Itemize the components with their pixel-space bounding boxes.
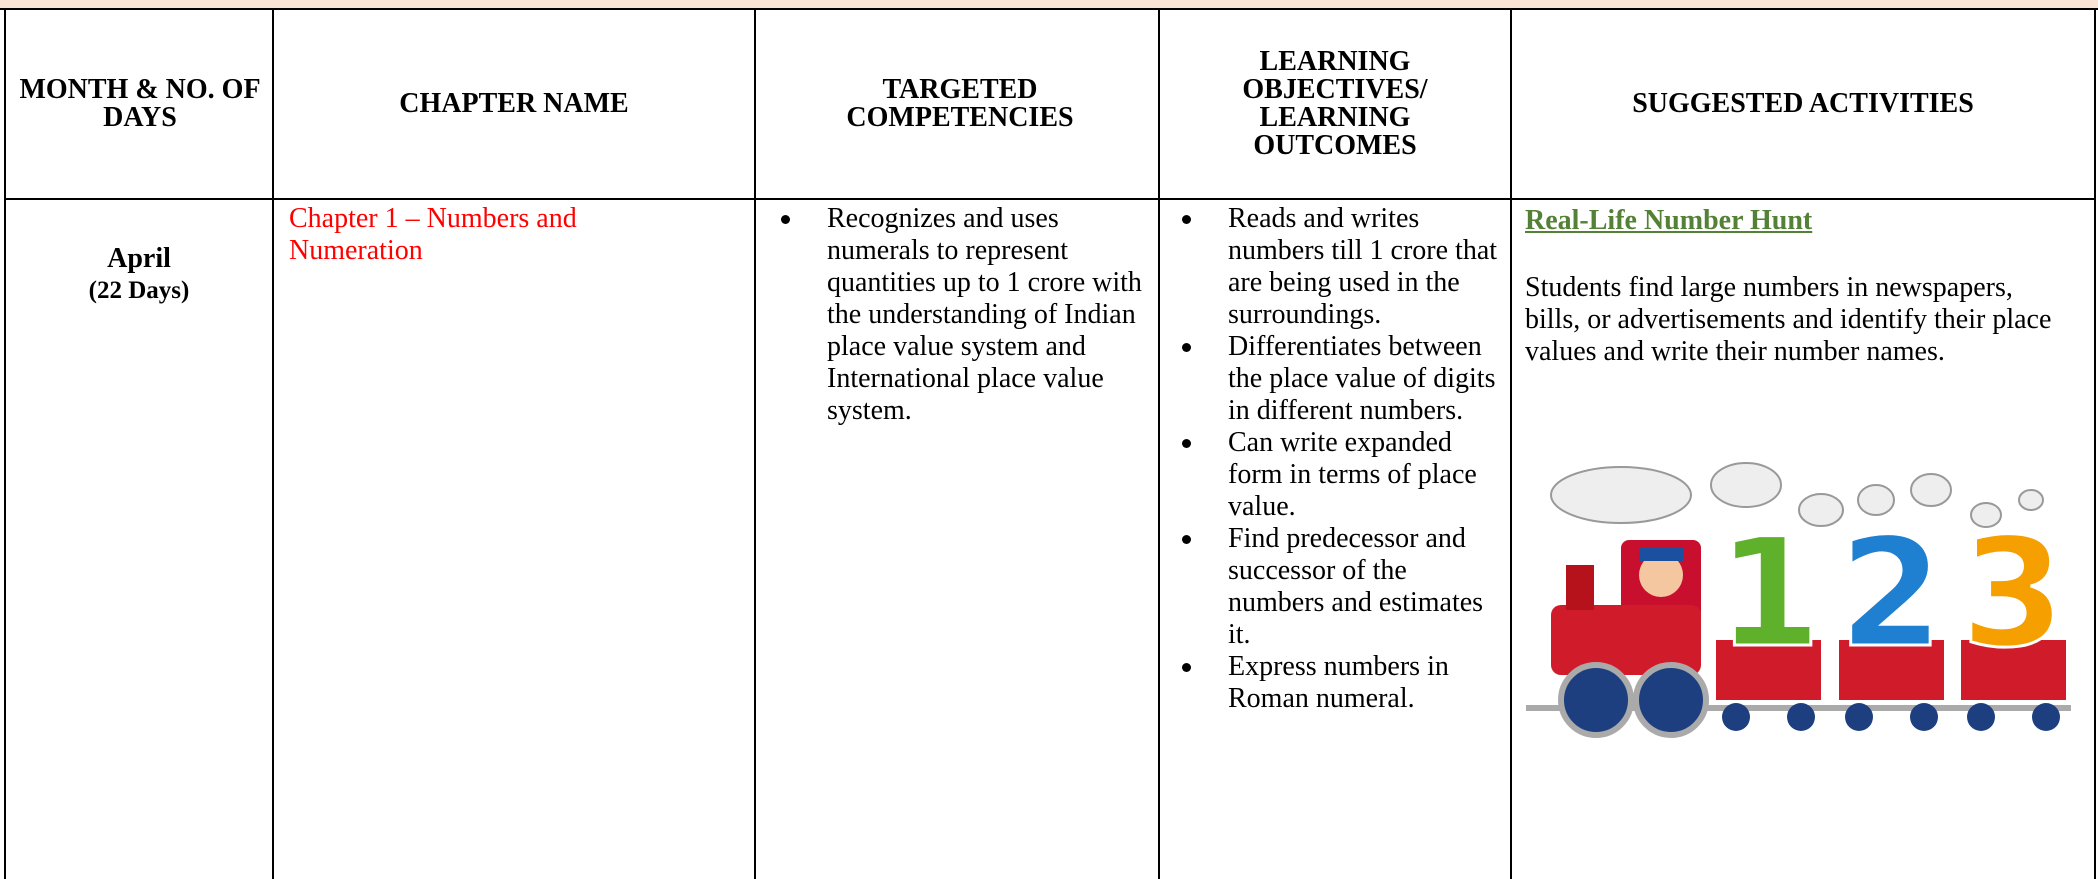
list-item: Reads and writes numbers till 1 crore th…	[1182, 203, 1508, 331]
list-item: Can write expanded form in terms of plac…	[1182, 427, 1508, 523]
month-cell: April (22 Days)	[6, 243, 272, 307]
activity-text: Students find large numbers in newspaper…	[1525, 272, 2052, 367]
digit: 1	[1717, 507, 1821, 681]
activity-title: Real-Life Number Hunt	[1525, 205, 1813, 236]
border	[1158, 8, 1160, 879]
wheels	[1722, 703, 2060, 731]
border	[754, 8, 756, 879]
list-item: Express numbers in Roman numeral.	[1182, 651, 1508, 715]
competency-list: Recognizes and uses numerals to represen…	[781, 203, 1152, 427]
clouds	[1550, 462, 2044, 528]
list-item: Find predecessor and successor of the nu…	[1182, 523, 1508, 651]
header-cell: CHAPTER NAME	[399, 88, 629, 119]
border	[5, 198, 2096, 200]
month: April	[107, 243, 171, 274]
header-cell: SUGGESTED ACTIVITIES	[1632, 88, 1974, 119]
border	[2094, 8, 2096, 879]
digit: 3	[1961, 507, 2065, 681]
header-cell: MONTH & NO. OF DAYS	[19, 74, 261, 133]
list-item: Differentiates between the place value o…	[1182, 331, 1508, 427]
objective-list: Reads and writes numbers till 1 crore th…	[1182, 203, 1508, 715]
digit: 2	[1839, 507, 1943, 681]
header-cell: LEARNING OBJECTIVES/ LEARNING OUTCOMES	[1242, 46, 1428, 161]
border	[4, 8, 6, 879]
days: (22 Days)	[88, 277, 190, 304]
header-cell: TARGETED COMPETENCIES	[846, 74, 1074, 133]
border	[272, 8, 274, 879]
train-illustration: 1 2 3	[1526, 462, 2071, 738]
top-band	[0, 0, 2098, 10]
list-item: Recognizes and uses numerals to represen…	[781, 203, 1152, 427]
border	[1510, 8, 1512, 879]
chapter: Chapter 1 – Numbers and Numeration	[289, 203, 577, 266]
